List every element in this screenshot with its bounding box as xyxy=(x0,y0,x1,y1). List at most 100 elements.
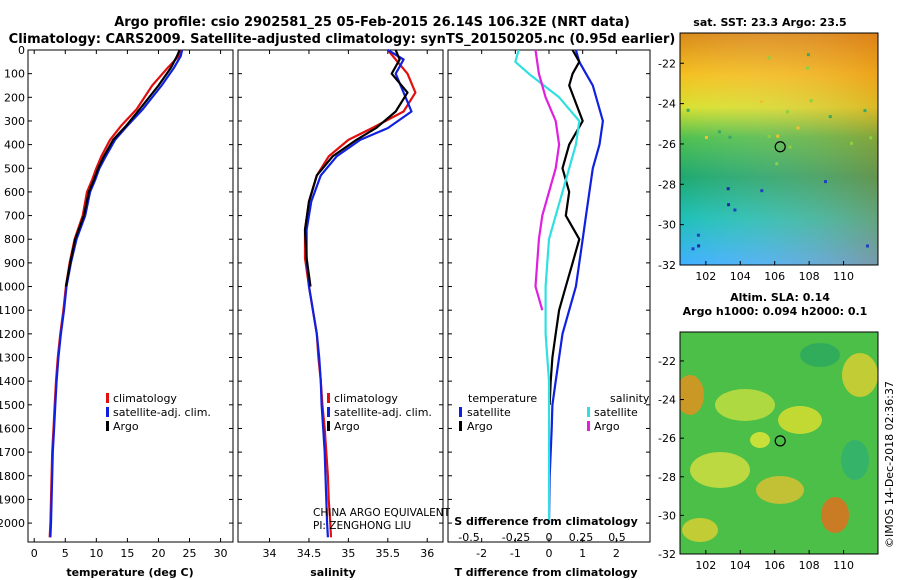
temperature-xlabel: temperature (deg C) xyxy=(66,566,193,579)
x-tick-label: 5 xyxy=(62,547,69,560)
difference-legend-salinity: salinity satellite Argo xyxy=(587,392,650,433)
x-tick-label: 20 xyxy=(151,547,165,560)
salinity-legend: climatology satellite-adj. clim. Argo xyxy=(327,392,432,433)
sst-pixel xyxy=(686,108,690,112)
lat-tick-label: -26 xyxy=(658,432,676,445)
y-tick-label: 1400 xyxy=(0,375,25,388)
legend-mark-climatology xyxy=(106,393,109,403)
sst-pixel xyxy=(696,233,700,237)
legend-mark-t-argo xyxy=(459,421,462,431)
series-line-clim_salinity xyxy=(534,49,561,311)
y-tick-label: 2000 xyxy=(0,517,25,530)
y-tick-label: 800 xyxy=(4,233,25,246)
sst-pixel xyxy=(691,247,695,251)
sst-map-title: sat. SST: 23.3 Argo: 23.5 xyxy=(693,16,846,29)
sst-pixel xyxy=(796,126,800,130)
s-tick-3: 0 xyxy=(546,531,553,544)
lon-tick-label: 108 xyxy=(799,270,820,283)
lon-tick-label: 104 xyxy=(730,270,751,283)
lat-tick-label: -30 xyxy=(658,509,676,522)
sst-pixel xyxy=(806,66,809,70)
sst-pixel xyxy=(785,110,789,114)
difference-legend-temperature: temperature satellite Argo xyxy=(459,392,537,433)
legend-argo: Argo xyxy=(334,420,360,433)
s-tick-5: 0.5 xyxy=(608,531,626,544)
legend-mark-s-satellite xyxy=(587,407,590,417)
x-tick-label: 10 xyxy=(89,547,103,560)
sst-pixel xyxy=(850,141,853,145)
legend-mark-climatology xyxy=(327,393,330,403)
sla-blob xyxy=(715,389,775,421)
legend-mark-argo xyxy=(327,421,330,431)
salinity-xlabel: salinity xyxy=(310,566,356,579)
x-tick-label: 35 xyxy=(341,547,355,560)
legend-mark-t-satellite xyxy=(459,407,462,417)
series-line-climatology xyxy=(303,49,417,538)
argo-position-marker xyxy=(774,435,786,447)
sla-map-panel: Altim. SLA: 0.14 Argo h1000: 0.094 h2000… xyxy=(658,291,879,572)
legend-satellite: satellite-adj. clim. xyxy=(334,406,432,419)
salinity-lines xyxy=(303,49,417,538)
temperature-legend: climatology satellite-adj. clim. Argo xyxy=(106,392,211,433)
t-difference-ticks: -2 -1 0 1 2 xyxy=(476,50,620,560)
sst-map-shading xyxy=(680,33,878,265)
lon-tick-label: 102 xyxy=(695,559,716,572)
pi-annotation-1: CHINA ARGO EQUIVALENT xyxy=(313,507,451,519)
sst-pixel xyxy=(863,109,867,113)
lat-tick-label: -30 xyxy=(658,219,676,232)
s-difference-xlabel: S difference from climatology xyxy=(454,515,638,528)
lat-tick-label: -28 xyxy=(658,178,676,191)
y-tick-label: 400 xyxy=(4,139,25,152)
sla-blobs xyxy=(680,343,878,542)
legend-s-argo: Argo xyxy=(594,420,620,433)
sst-pixel xyxy=(866,244,869,248)
sst-map-frame xyxy=(679,32,879,266)
s-tick-2: -0.25 xyxy=(502,531,530,544)
lon-tick-label: 110 xyxy=(833,270,854,283)
salinity-ticks: 34 34.5 35 35.5 36 xyxy=(263,50,434,560)
x-tick-label: -2 xyxy=(476,547,487,560)
legend-mark-satellite xyxy=(327,407,330,417)
sst-pixel xyxy=(806,53,810,57)
x-tick-label: 34.5 xyxy=(297,547,322,560)
legend-climatology: climatology xyxy=(113,392,177,405)
y-tick-label: 100 xyxy=(4,68,25,81)
y-tick-label: 1700 xyxy=(0,446,25,459)
sla-blob xyxy=(800,343,840,367)
legend-mark-argo xyxy=(106,421,109,431)
legend-climatology: climatology xyxy=(334,392,398,405)
series-line-satellite xyxy=(547,49,605,524)
y-tick-label: 1800 xyxy=(0,470,25,483)
x-tick-label: 15 xyxy=(120,547,134,560)
credit-stamp: ©IMOS 14-Dec-2018 02:36:37 xyxy=(883,381,896,548)
t-difference-xlabel: T difference from climatology xyxy=(454,566,637,579)
sst-pixel xyxy=(776,134,780,138)
sla-blob xyxy=(756,476,804,504)
sla-blob xyxy=(682,518,718,542)
temperature-lines xyxy=(48,49,184,538)
sst-pixel xyxy=(697,244,701,248)
title-line-1: Argo profile: csio 2902581_25 05-Feb-201… xyxy=(114,15,630,30)
legend-satellite: satellite-adj. clim. xyxy=(113,406,211,419)
title-line-2: Climatology: CARS2009. Satellite-adjuste… xyxy=(9,32,676,47)
sla-blob xyxy=(841,440,869,480)
sst-pixel xyxy=(869,136,873,140)
lon-tick-label: 102 xyxy=(695,270,716,283)
sla-blob xyxy=(842,353,878,397)
legend-mark-s-argo xyxy=(587,421,590,431)
y-tick-label: 1100 xyxy=(0,304,25,317)
sst-pixel xyxy=(728,135,732,139)
sst-pixel xyxy=(760,189,764,193)
x-tick-label: 34 xyxy=(263,547,277,560)
series-line-sat_salinity xyxy=(514,49,581,524)
sla-blob xyxy=(690,452,750,488)
lon-tick-label: 110 xyxy=(833,559,854,572)
sst-pixel xyxy=(828,115,832,119)
lat-tick-label: -24 xyxy=(658,98,676,111)
sst-map-panel: sat. SST: 23.3 Argo: 23.5 102 104 106 108 11… xyxy=(658,16,879,283)
y-tick-label: 0 xyxy=(18,44,25,57)
y-tick-label: 1000 xyxy=(0,281,25,294)
difference-side-ticks xyxy=(448,49,650,524)
legend-temperature-title: temperature xyxy=(468,392,537,405)
